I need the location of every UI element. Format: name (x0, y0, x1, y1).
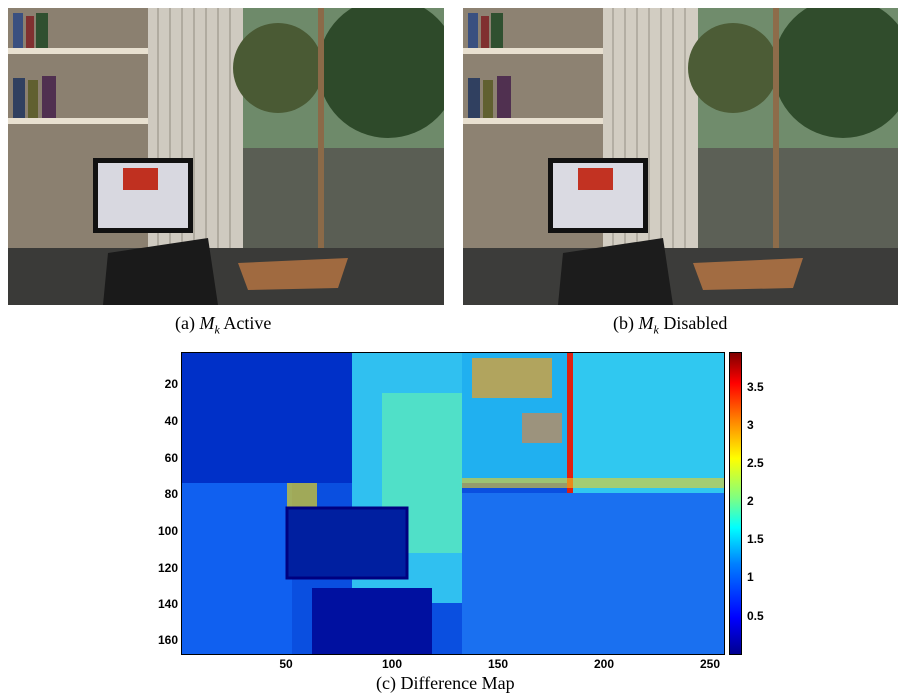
caption-a-prefix: (a) (175, 313, 195, 333)
x-tick-label: 150 (487, 657, 509, 671)
x-tick-label: 200 (593, 657, 615, 671)
y-tick-label: 120 (157, 561, 178, 575)
x-tick-label: 50 (279, 657, 293, 671)
heatmap-canvas (182, 353, 724, 654)
colorbar-tick-label: 1.5 (747, 532, 764, 546)
colorbar-tick-label: 0.5 (747, 609, 764, 623)
colorbar-tick-label: 3 (747, 418, 754, 432)
colorbar-tick-label: 2 (747, 494, 754, 508)
caption-a-suffix: Active (223, 313, 272, 333)
x-tick-label: 100 (381, 657, 403, 671)
caption-b-suffix: Disabled (663, 313, 728, 333)
office-scene-image-b (463, 8, 898, 305)
colorbar-tick-label: 2.5 (747, 456, 764, 470)
caption-b-symbol: Mk (638, 313, 659, 337)
colorbar-tick-label: 1 (747, 570, 754, 584)
y-tick-label: 80 (164, 487, 178, 501)
caption-c: (c) Difference Map (376, 673, 515, 693)
x-tick-label: 250 (699, 657, 721, 671)
y-tick-label: 20 (164, 377, 178, 391)
y-tick-label: 40 (164, 414, 178, 428)
caption-a: (a) Mk Active (175, 312, 271, 341)
photo-mk-active (8, 8, 444, 305)
office-scene-image-a (8, 8, 444, 305)
y-tick-label: 60 (164, 451, 178, 465)
difference-heatmap (181, 352, 725, 655)
caption-b-prefix: (b) (613, 313, 634, 333)
photo-mk-disabled (463, 8, 898, 305)
caption-a-symbol: Mk (199, 313, 220, 337)
y-tick-label: 100 (157, 524, 178, 538)
caption-b: (b) Mk Disabled (613, 312, 727, 341)
colorbar-tick-label: 3.5 (747, 380, 764, 394)
y-tick-label: 140 (157, 597, 178, 611)
y-tick-label: 160 (157, 633, 178, 647)
colorbar (729, 352, 742, 655)
